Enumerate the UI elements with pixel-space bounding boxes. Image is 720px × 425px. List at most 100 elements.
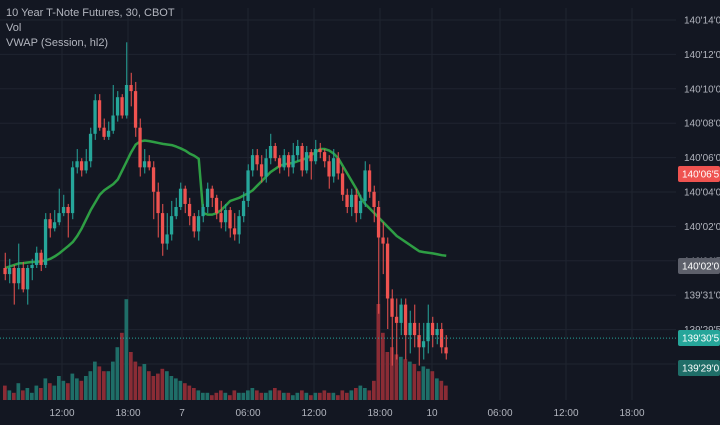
candle-body [174,207,178,217]
volume-bar [196,390,201,400]
candle [93,94,97,140]
candle [169,200,174,241]
volume-bar [336,395,340,400]
volume-bar [142,364,147,400]
volume-bar [21,390,25,400]
volume-bar [210,395,214,400]
candle [129,72,133,107]
candle-body [340,173,345,195]
time-axis-label: 06:00 [235,408,260,419]
candle [223,203,228,232]
volume-indicator-label[interactable]: Vol [6,22,22,34]
candle [313,139,318,165]
candle [390,289,394,366]
volume-bar [138,366,142,400]
candle-body [138,127,142,168]
symbol-title[interactable]: 10 Year T-Note Futures, 30, CBOT [6,7,175,19]
volume-bar [282,392,286,400]
volume-bar [300,390,304,400]
volume-bar [165,371,169,400]
candle-body [21,268,25,290]
volume-bar [241,392,246,400]
volume-bar [268,390,273,400]
time-axis-label: 12:00 [553,408,578,419]
candle [421,322,426,360]
candle-body [142,161,147,168]
candle-body [7,268,12,275]
price-tag-last: 140'06'5 [678,166,720,182]
volume-bar [345,392,349,400]
volume-bar [97,366,102,400]
candle [318,142,322,159]
candle-body [12,268,16,284]
candle-body [417,335,421,348]
candle-body [246,170,250,201]
candle [354,188,358,223]
candle-body [228,210,232,229]
candle-body [214,197,219,214]
volume-bar [430,371,435,400]
candle-body [385,243,390,299]
volume-bar [385,352,390,400]
volume-bar [255,390,259,400]
candle-body [160,213,165,244]
candle [115,91,120,122]
candle-body [205,188,210,207]
time-axis[interactable]: 12:00 18:00 7 06:00 12:00 18:00 10 06:00 12:00 18… [49,408,644,419]
candle [309,149,313,180]
candle-body [187,203,192,217]
candle-body [282,155,286,168]
volume-bar [133,361,138,400]
volume-bar [160,368,165,400]
candle [295,139,300,162]
volume-bar [129,352,133,400]
price-axis-label: 140'02'0 [684,222,720,233]
candle [75,149,79,174]
candle-body [358,200,363,214]
candle-body [259,164,264,177]
candle [102,118,106,140]
candle [327,155,331,189]
candle [376,200,381,314]
volume-bar [439,380,444,400]
volume-bar [223,392,228,400]
candle [250,149,255,177]
candle-body [223,210,228,223]
candle [39,249,43,272]
candle [151,161,156,220]
candle-body [147,161,151,168]
volume-bar [417,371,421,400]
volume-bar [367,390,372,400]
candle [57,188,61,226]
candle [201,203,205,223]
volume-bar [147,371,151,400]
volume-bars [3,299,448,400]
volume-bar [187,385,192,400]
volume-bar [169,376,174,400]
candle-body [300,146,304,171]
candle-body [106,130,111,137]
price-axis-label: 140'12'0 [684,50,720,61]
volume-bar [390,347,394,400]
candle-body [327,161,331,177]
candle-body [25,268,30,290]
candle [142,149,147,174]
candle-body [192,216,196,232]
candle [246,164,250,207]
candle-body [124,85,129,116]
volume-bar [39,388,43,400]
candle-body [52,222,57,229]
vwap-indicator-label[interactable]: VWAP (Session, hl2) [6,37,109,49]
candle [106,121,111,140]
volume-bar [327,392,331,400]
candle [363,161,367,207]
volume-bar [12,392,16,400]
candle [381,222,385,275]
candle [30,258,34,281]
candle-body [151,167,156,192]
candle-body [111,115,115,131]
candle [345,188,349,214]
candle [444,335,448,360]
candle [331,149,336,183]
